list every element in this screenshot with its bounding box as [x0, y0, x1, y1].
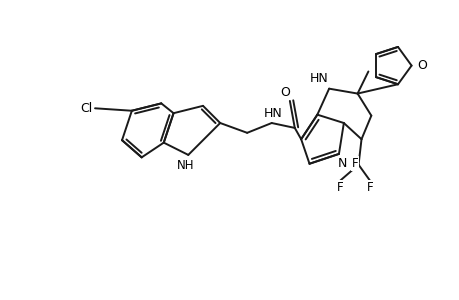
Text: O: O	[416, 59, 426, 72]
Text: F: F	[336, 181, 343, 194]
Text: F: F	[366, 181, 372, 194]
Text: Cl: Cl	[80, 102, 92, 115]
Text: N: N	[337, 157, 347, 170]
Text: O: O	[280, 85, 289, 99]
Text: HN: HN	[309, 72, 328, 85]
Text: F: F	[351, 157, 358, 170]
Text: HN: HN	[263, 107, 281, 120]
Text: NH: NH	[177, 159, 194, 172]
